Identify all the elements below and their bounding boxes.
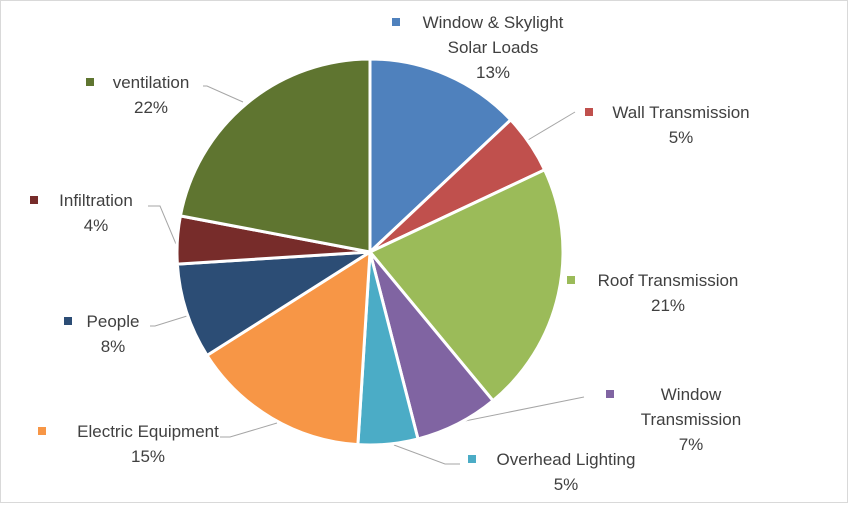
slice-label: Overhead Lighting 5%	[468, 450, 635, 494]
legend-marker-icon	[38, 427, 46, 435]
pie-slice	[368, 168, 565, 403]
pie-slice	[205, 250, 372, 447]
slice-name: Solar Loads	[448, 38, 539, 57]
slice-value-label: 8%	[101, 337, 126, 356]
leader-line	[148, 205, 177, 245]
slice-value-label: 21%	[651, 296, 685, 315]
slice-value-label: 15%	[131, 447, 165, 466]
slice-label: Electric Equipment 15%	[38, 422, 219, 466]
slice-name: Transmission	[641, 410, 741, 429]
leader-line	[527, 111, 576, 141]
slice-value-label: 22%	[134, 98, 168, 117]
legend-marker-icon	[30, 196, 38, 204]
leader-line	[393, 444, 460, 465]
slice-name: People	[87, 312, 140, 331]
pie-slice	[178, 57, 372, 254]
slice-name: Wall Transmission	[612, 103, 749, 122]
slice-value-label: 7%	[679, 435, 704, 454]
slice-label: ventilation 22%	[86, 73, 189, 117]
legend-marker-icon	[606, 390, 614, 398]
slice-label: Window & Skylight Solar Loads 13%	[392, 13, 564, 82]
slice-value-label: 5%	[669, 128, 694, 147]
slice-name: Roof Transmission	[598, 271, 739, 290]
slice-label: Infiltration 4%	[30, 191, 133, 235]
legend-marker-icon	[585, 108, 593, 116]
legend-marker-icon	[86, 78, 94, 86]
legend-marker-icon	[64, 317, 72, 325]
pie-slice	[175, 250, 372, 357]
leader-line	[220, 422, 278, 438]
slice-label: Window Transmission 7%	[606, 385, 741, 454]
pie-slice	[368, 57, 513, 254]
slice-label: People 8%	[64, 312, 139, 356]
slice-name: Window	[661, 385, 722, 404]
legend-marker-icon	[392, 18, 400, 26]
slice-name: Overhead Lighting	[497, 450, 636, 469]
slice-value-label: 13%	[476, 63, 510, 82]
slice-name: ventilation	[113, 73, 190, 92]
leader-line	[150, 315, 188, 327]
slice-name: Window & Skylight	[423, 13, 564, 32]
slice-label: Wall Transmission 5%	[585, 103, 750, 147]
slice-name: Infiltration	[59, 191, 133, 210]
leader-line	[203, 85, 244, 103]
slice-name: Electric Equipment	[77, 422, 219, 441]
slice-value-label: 4%	[84, 216, 109, 235]
leader-line	[454, 396, 585, 424]
slice-value-label: 5%	[554, 475, 579, 494]
legend-marker-icon	[468, 455, 476, 463]
slice-label: Roof Transmission 21%	[567, 271, 738, 315]
legend-marker-icon	[567, 276, 575, 284]
